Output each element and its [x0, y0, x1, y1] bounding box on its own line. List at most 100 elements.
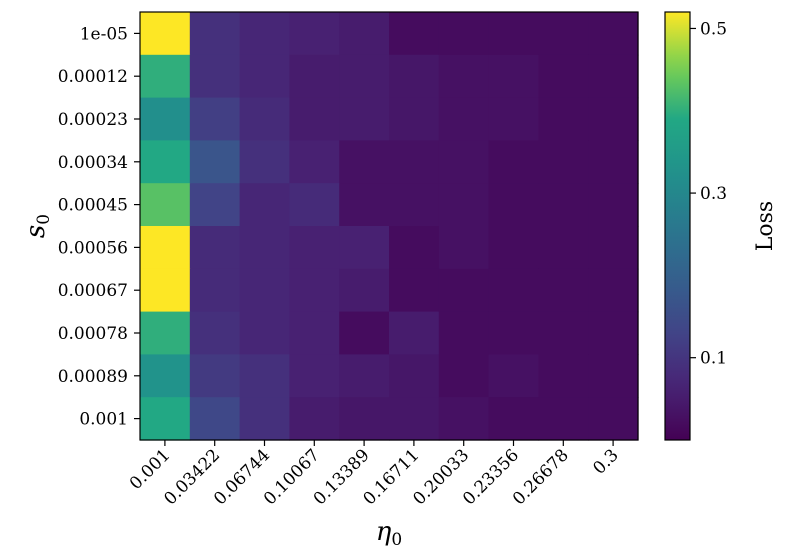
heatmap-cell: [140, 397, 191, 441]
heatmap-cell: [438, 268, 490, 313]
heatmap-cell: [189, 183, 241, 227]
x-axis-ticks: 0.0010.034220.067440.100670.133890.16711…: [126, 440, 623, 509]
heatmap-cell: [289, 140, 340, 184]
heatmap-cell: [140, 12, 191, 56]
heatmap-cell: [438, 311, 490, 355]
heatmap-cell: [239, 354, 290, 398]
heatmap-cell: [289, 183, 340, 227]
heatmap-cell: [289, 397, 340, 441]
heatmap-cell: [339, 311, 390, 355]
heatmap-cell: [588, 12, 639, 56]
heatmap-cell: [140, 268, 191, 313]
heatmap-cell: [339, 226, 390, 270]
heatmap-cell: [588, 226, 639, 270]
heatmap-cell: [389, 140, 440, 184]
heatmap-cell: [389, 354, 440, 398]
heatmap-cell: [140, 226, 191, 270]
heatmap-cell: [538, 97, 589, 141]
heatmap-cell: [488, 97, 539, 141]
y-tick-label: 0.00056: [58, 238, 128, 258]
y-tick-label: 0.00012: [58, 67, 128, 87]
y-axis-ticks: 1e-05 0.00012 0.00023 0.00034 0.00045 0.00056…: [58, 24, 140, 430]
heatmap-cell: [339, 140, 390, 184]
heatmap-cell: [289, 311, 340, 355]
colorbar-ticks: 0.1 0.3 0.5: [690, 19, 727, 369]
heatmap-cell: [239, 397, 290, 441]
heatmap-cell: [239, 12, 290, 56]
heatmap-cell: [189, 397, 241, 441]
heatmap-cell: [140, 97, 191, 141]
heatmap-cells: [140, 12, 639, 441]
heatmap-cell: [538, 183, 589, 227]
heatmap-cell: [339, 54, 390, 99]
y-tick-label: 0.00045: [58, 196, 128, 216]
heatmap-cell: [588, 311, 639, 355]
heatmap-cell: [438, 54, 490, 99]
heatmap-cell: [438, 140, 490, 184]
heatmap-cell: [140, 311, 191, 355]
heatmap-cell: [289, 97, 340, 141]
y-tick-label: 0.00067: [58, 281, 128, 301]
heatmap-cell: [189, 268, 241, 313]
heatmap-cell: [239, 97, 290, 141]
heatmap-cell: [588, 97, 639, 141]
heatmap-cell: [389, 12, 440, 56]
x-axis-title: η0: [376, 517, 402, 550]
heatmap-cell: [488, 183, 539, 227]
colorbar: [664, 11, 691, 441]
heatmap-cell: [239, 54, 290, 99]
heatmap-cell: [289, 54, 340, 99]
heatmap-cell: [239, 268, 290, 313]
heatmap-cell: [189, 354, 241, 398]
heatmap-cell: [189, 12, 241, 56]
y-tick-label: 0.00078: [58, 324, 128, 344]
heatmap-cell: [189, 140, 241, 184]
heatmap-cell: [239, 226, 290, 270]
heatmap-cell: [239, 311, 290, 355]
heatmap-cell: [588, 183, 639, 227]
x-tick-label: 0.001: [126, 445, 175, 494]
heatmap-cell: [538, 354, 589, 398]
y-tick-label: 0.00089: [58, 367, 128, 387]
heatmap-cell: [588, 54, 639, 99]
heatmap-cell: [538, 54, 589, 99]
heatmap-cell: [488, 54, 539, 99]
heatmap-cell: [140, 354, 191, 398]
heatmap-cell: [538, 311, 589, 355]
heatmap-cell: [588, 397, 639, 441]
heatmap-cell: [189, 226, 241, 270]
heatmap-cell: [488, 268, 539, 313]
heatmap-cell: [289, 354, 340, 398]
heatmap-cell: [538, 268, 589, 313]
heatmap-cell: [140, 183, 191, 227]
heatmap-cell: [389, 183, 440, 227]
heatmap-cell: [389, 311, 440, 355]
heatmap-cell: [488, 397, 539, 441]
x-tick-label: 0.3: [589, 445, 622, 478]
heatmap-cell: [289, 226, 340, 270]
heatmap-cell: [438, 183, 490, 227]
heatmap-cell: [588, 140, 639, 184]
y-tick-label: 0.00023: [58, 110, 128, 130]
heatmap-cell: [140, 54, 191, 99]
heatmap-cell: [140, 140, 191, 184]
heatmap-cell: [438, 226, 490, 270]
y-axis-title: s0: [21, 214, 54, 238]
x-axis-title-main: η: [376, 517, 392, 547]
heatmap-cell: [339, 183, 390, 227]
heatmap-cell: [538, 12, 589, 56]
colorbar-tick-label: 0.1: [700, 349, 727, 369]
heatmap-cell: [438, 354, 490, 398]
y-tick-label: 0.00034: [58, 153, 128, 173]
y-axis-title-main: s: [21, 225, 51, 238]
y-tick-label: 1e-05: [80, 24, 128, 44]
heatmap-cell: [389, 268, 440, 313]
heatmap-cell: [339, 397, 390, 441]
heatmap-cell: [538, 226, 589, 270]
heatmap-cell: [189, 311, 241, 355]
colorbar-tick-label: 0.3: [700, 184, 727, 204]
heatmap-cell: [289, 12, 340, 56]
heatmap-cell: [239, 140, 290, 184]
heatmap-cell: [488, 226, 539, 270]
